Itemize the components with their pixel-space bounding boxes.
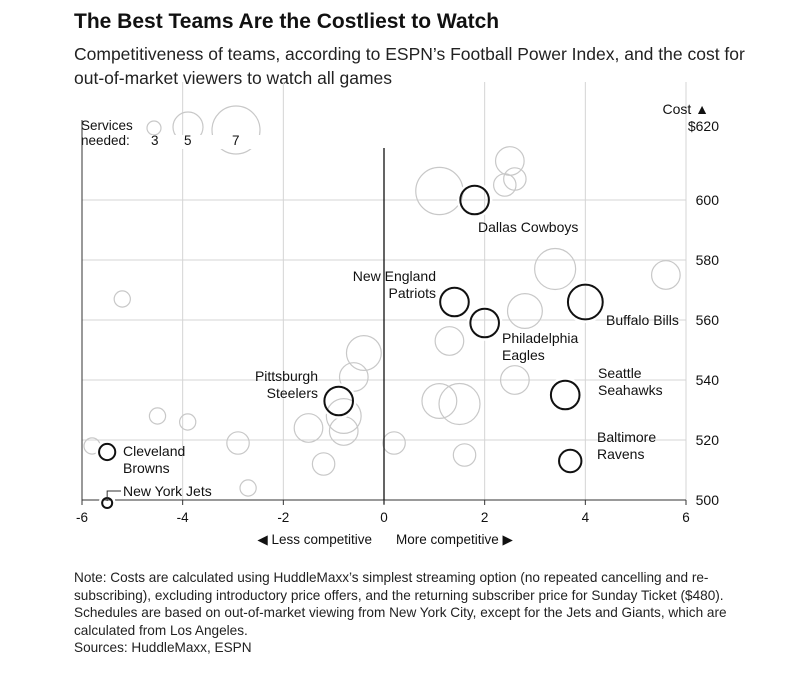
team-label: Ravens: [597, 446, 644, 462]
footnote: Note: Costs are calculated using HuddleM…: [74, 569, 754, 657]
y-tick-label: 580: [696, 252, 720, 268]
team-bubble-halo: [95, 440, 119, 464]
team-bubble: [506, 293, 543, 330]
team-bubble: [492, 173, 517, 197]
legend-label-line2-top: needed:: [81, 133, 130, 148]
legend-size-7: 7: [232, 133, 240, 148]
highlighted-team-bubble: [439, 286, 470, 318]
highlighted-team-bubble: [549, 379, 581, 411]
team-bubble: [382, 431, 406, 455]
legend-circle-large: [211, 105, 261, 155]
team-bubble: [293, 413, 324, 443]
team-label: Cleveland: [123, 443, 185, 459]
team-bubble-halo: [555, 446, 585, 476]
team-bubble: [311, 452, 336, 476]
team-bubble: [178, 413, 197, 431]
team-label: Pittsburgh: [255, 368, 318, 384]
team-bubble: [434, 326, 465, 356]
highlighted-team-bubble: [558, 448, 583, 474]
x-tick-label: -4: [177, 510, 189, 525]
y-tick-label: 560: [696, 312, 720, 328]
highlighted-team-bubble: [98, 442, 117, 462]
team-label: Eagles: [502, 347, 545, 363]
y-axis-header: Cost ▲ $620: [662, 101, 719, 134]
other-teams: [83, 146, 681, 497]
x-direction-less: ◀ Less competitive: [257, 532, 372, 547]
y-axis-top-value: $620: [688, 118, 719, 134]
x-tick-label: 6: [682, 510, 690, 525]
chart-subtitle: Competitiveness of teams, according to E…: [74, 44, 745, 88]
scatter-plot: Services needed: needed: 3 5 7 -6 -4 -2 0 2 4…: [76, 82, 719, 547]
team-bubble-halo: [320, 383, 357, 419]
legend-label-line1: Services: [81, 118, 133, 133]
team-bubble: [438, 382, 481, 426]
sources-text: Sources: HuddleMaxx, ESPN: [74, 640, 252, 655]
x-tick-label: 4: [582, 510, 590, 525]
legend-size-5: 5: [184, 133, 192, 148]
team-bubble-halo: [466, 305, 503, 341]
team-bubble: [650, 260, 681, 290]
x-direction-more: More competitive ▶: [396, 532, 514, 547]
y-tick-label: 600: [696, 192, 720, 208]
highlighted-team-bubble: [323, 385, 355, 417]
team-label: New York Jets: [123, 483, 212, 499]
legend-mask: [80, 135, 270, 149]
y-tick-label: 520: [696, 432, 720, 448]
axes: -6 -4 -2 0 2 4 6 500 520 540 560 580 600: [76, 120, 719, 525]
team-bubble-halo: [436, 284, 473, 320]
team-bubble: [421, 383, 458, 420]
team-label: Patriots: [389, 285, 436, 301]
label-leader-line: [106, 490, 121, 501]
team-label: Seattle: [598, 365, 642, 381]
legend-size-3: 3: [151, 133, 159, 148]
y-tick-label: 540: [696, 372, 720, 388]
team-bubble-halo: [564, 281, 607, 323]
highlighted-team-bubble: [459, 184, 490, 216]
x-tick-label: -6: [76, 510, 88, 525]
chart-title: The Best Teams Are the Costliest to Watc…: [74, 10, 500, 33]
team-label: New England: [353, 268, 436, 284]
team-label: Dallas Cowboys: [478, 219, 578, 235]
highlighted-team-bubble: [566, 283, 604, 321]
team-bubble: [226, 431, 250, 455]
team-bubble: [239, 479, 257, 497]
team-bubble: [534, 247, 577, 291]
team-bubble: [113, 290, 131, 308]
team-bubble: [328, 416, 359, 446]
team-bubble: [499, 365, 530, 395]
team-label: Philadelphia: [502, 330, 578, 346]
team-label: Browns: [123, 460, 170, 476]
size-legend: Services needed: needed: 3 5 7: [80, 105, 270, 155]
team-label: Seahawks: [598, 382, 663, 398]
x-tick-label: 0: [380, 510, 388, 525]
team-bubble-halo: [547, 377, 584, 413]
team-bubble: [494, 146, 525, 176]
note-text: Note: Costs are calculated using HuddleM…: [74, 570, 727, 638]
team-bubble: [338, 362, 369, 392]
x-tick-label: 2: [481, 510, 489, 525]
team-bubble: [148, 407, 167, 425]
highlighted-team-bubble: [469, 307, 500, 339]
x-tick-label: -2: [277, 510, 289, 525]
y-axis-title: Cost ▲: [662, 101, 709, 117]
y-tick-label: 500: [696, 492, 720, 508]
team-bubble: [325, 398, 362, 435]
team-bubble: [452, 443, 477, 467]
team-label: Buffalo Bills: [606, 312, 679, 328]
team-label: Steelers: [267, 385, 318, 401]
team-bubble: [415, 166, 464, 216]
team-bubble-halo: [456, 182, 493, 218]
team-bubble: [345, 335, 382, 372]
team-label: Baltimore: [597, 429, 656, 445]
